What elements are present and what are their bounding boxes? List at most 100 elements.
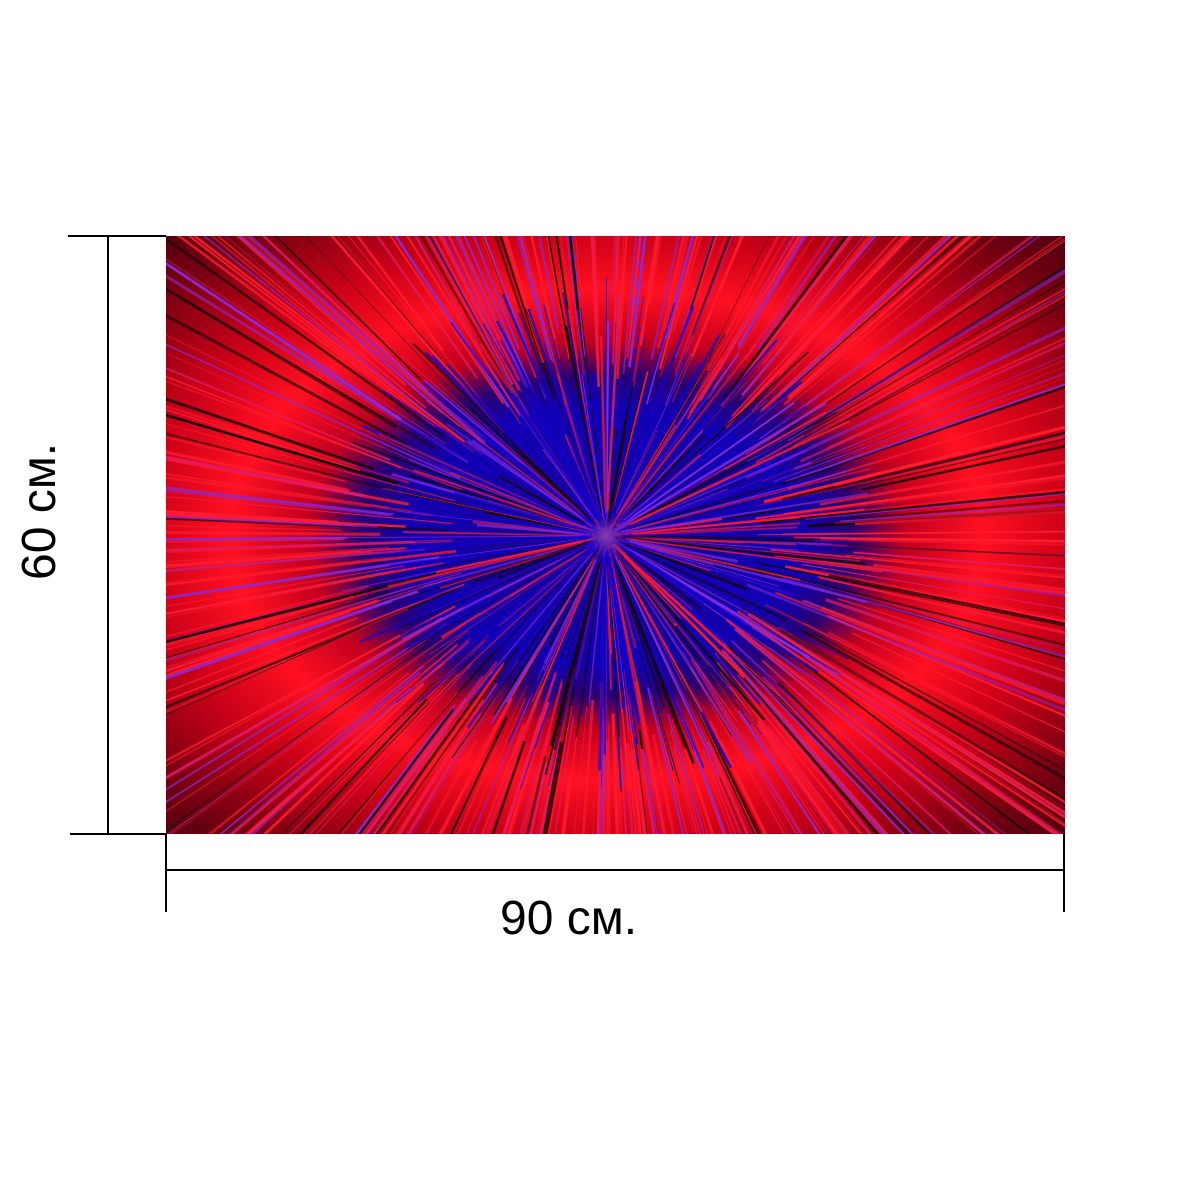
core-ray (612, 434, 705, 530)
outer-ray (482, 724, 525, 834)
outer-ray (166, 630, 441, 812)
outer-ray (166, 538, 344, 543)
outer-ray (210, 236, 405, 395)
core-ray (612, 543, 746, 679)
outer-ray (674, 699, 726, 834)
outer-ray (799, 341, 1065, 463)
core-ray (615, 343, 781, 525)
outer-ray (614, 236, 621, 324)
outer-ray (302, 651, 479, 834)
core-ray (482, 323, 603, 529)
outer-ray (166, 585, 369, 638)
outer-ray (663, 236, 690, 332)
outer-ray (274, 236, 423, 382)
outer-ray (484, 685, 543, 834)
outer-ray (456, 747, 497, 834)
core-ray (560, 381, 605, 527)
outer-ray (861, 444, 1065, 491)
outer-ray (347, 236, 490, 411)
core-ray (403, 531, 584, 537)
outer-ray (674, 236, 726, 373)
outer-ray (166, 610, 351, 677)
outer-ray (723, 650, 889, 834)
outer-ray (759, 236, 912, 397)
outer-ray (594, 236, 599, 328)
outer-ray (650, 692, 688, 834)
outer-ray (811, 569, 1065, 620)
core-ray (481, 497, 589, 531)
outer-ray (691, 236, 789, 404)
outer-ray (521, 682, 563, 834)
core-ray (615, 538, 798, 597)
core-ray (511, 559, 598, 758)
outer-ray (825, 598, 1065, 683)
outer-ray (851, 632, 1065, 733)
core-ray (622, 532, 748, 537)
outer-ray (785, 241, 1065, 432)
outer-ray (395, 699, 485, 834)
core-ray (501, 293, 604, 529)
core-ray (610, 390, 696, 528)
outer-ray (722, 236, 848, 401)
core-ray (610, 431, 687, 530)
core-ray (626, 446, 808, 528)
outer-ray (671, 718, 708, 834)
outer-ray (779, 566, 1065, 627)
outer-ray (335, 236, 493, 420)
core-ray (611, 420, 676, 526)
core-ray (370, 537, 591, 575)
outer-ray (639, 236, 659, 346)
core-ray (614, 401, 828, 532)
outer-ray (166, 617, 443, 779)
outer-ray (835, 426, 1065, 487)
outer-ray (166, 261, 403, 421)
outer-ray (628, 236, 647, 368)
core-ray (617, 537, 801, 582)
outer-ray (472, 665, 545, 834)
core-ray (627, 512, 784, 534)
outer-ray (725, 618, 1000, 834)
outer-ray (773, 573, 1065, 650)
outer-ray (659, 236, 703, 378)
core-ray (616, 338, 778, 523)
outer-ray (171, 624, 465, 834)
core-ray (612, 405, 808, 532)
core-ray (588, 556, 605, 661)
core-ray (339, 535, 597, 539)
outer-ray (803, 654, 1060, 834)
core-ray (517, 312, 602, 524)
outer-ray (650, 236, 681, 360)
core-ray (622, 536, 799, 551)
core-ray (505, 551, 598, 704)
outer-ray (840, 503, 1065, 522)
outer-ray (166, 547, 390, 563)
outer-ray (507, 701, 550, 834)
core-ray (550, 413, 602, 524)
outer-ray (707, 754, 742, 834)
outer-ray (846, 438, 1065, 490)
outer-ray (166, 486, 394, 516)
outer-ray (241, 236, 481, 442)
outer-ray (166, 375, 402, 469)
outer-ray (707, 236, 815, 400)
outer-ray (166, 237, 445, 438)
core-ray (435, 461, 584, 527)
outer-ray (487, 668, 551, 834)
outer-ray (787, 236, 974, 399)
outer-ray (566, 236, 588, 391)
outer-ray (699, 236, 802, 402)
outer-ray (838, 377, 1065, 463)
outer-ray (813, 296, 1065, 438)
core-ray (632, 522, 801, 536)
outer-ray (700, 236, 800, 399)
core-ray (498, 547, 594, 627)
core-ray (608, 303, 676, 525)
outer-ray (519, 678, 563, 834)
outer-ray (615, 741, 623, 834)
outer-ray (620, 748, 627, 834)
core-ray (399, 546, 584, 636)
outer-ray (787, 302, 1065, 453)
outer-ray (825, 667, 1063, 834)
core-ray (621, 432, 716, 521)
outer-ray (679, 674, 756, 834)
